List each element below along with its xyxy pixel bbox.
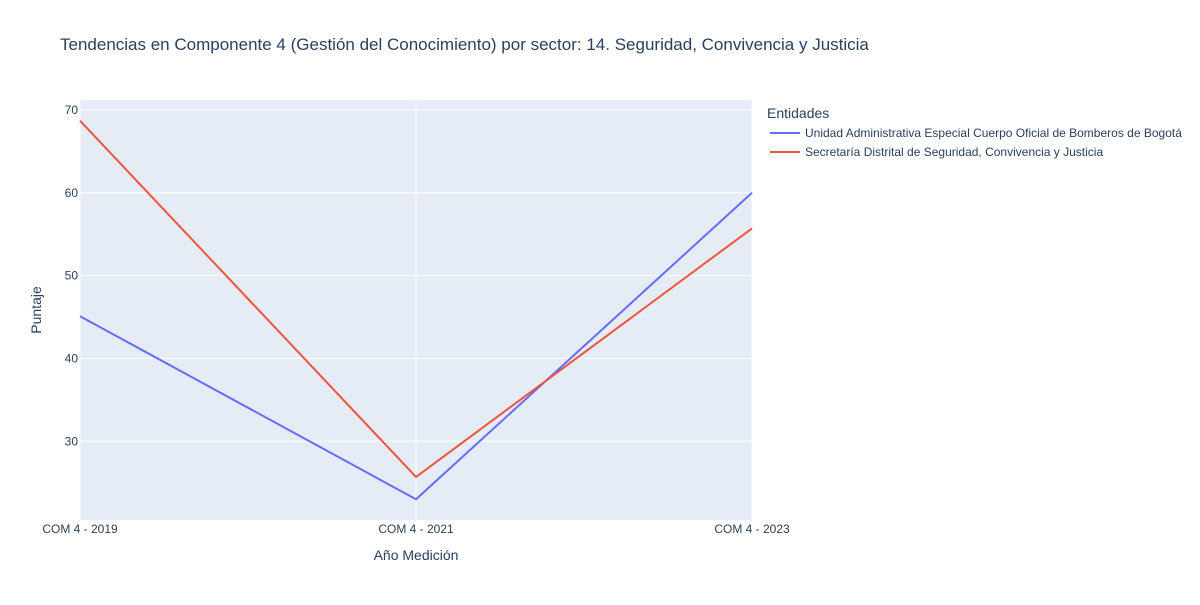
- y-tick-label: 60: [65, 186, 79, 200]
- y-tick-label: 50: [65, 269, 79, 283]
- y-tick-label: 40: [65, 351, 79, 365]
- legend: Entidades Unidad Administrativa Especial…: [767, 105, 1182, 159]
- x-tick-label: COM 4 - 2021: [378, 522, 454, 536]
- legend-item[interactable]: Unidad Administrativa Especial Cuerpo Of…: [770, 126, 1182, 140]
- x-tick-label: COM 4 - 2019: [42, 522, 118, 536]
- x-tick-label: COM 4 - 2023: [714, 522, 790, 536]
- y-tick-label: 70: [65, 103, 79, 117]
- legend-title: Entidades: [767, 105, 829, 121]
- legend-item-label: Secretaría Distrital de Seguridad, Convi…: [805, 145, 1103, 159]
- y-tick-label: 30: [65, 434, 79, 448]
- chart-title: Tendencias en Componente 4 (Gestión del …: [60, 35, 869, 54]
- legend-item[interactable]: Secretaría Distrital de Seguridad, Convi…: [770, 145, 1103, 159]
- legend-item-label: Unidad Administrativa Especial Cuerpo Of…: [805, 126, 1182, 140]
- x-axis-label: Año Medición: [374, 547, 459, 563]
- y-axis-label: Puntaje: [28, 286, 44, 334]
